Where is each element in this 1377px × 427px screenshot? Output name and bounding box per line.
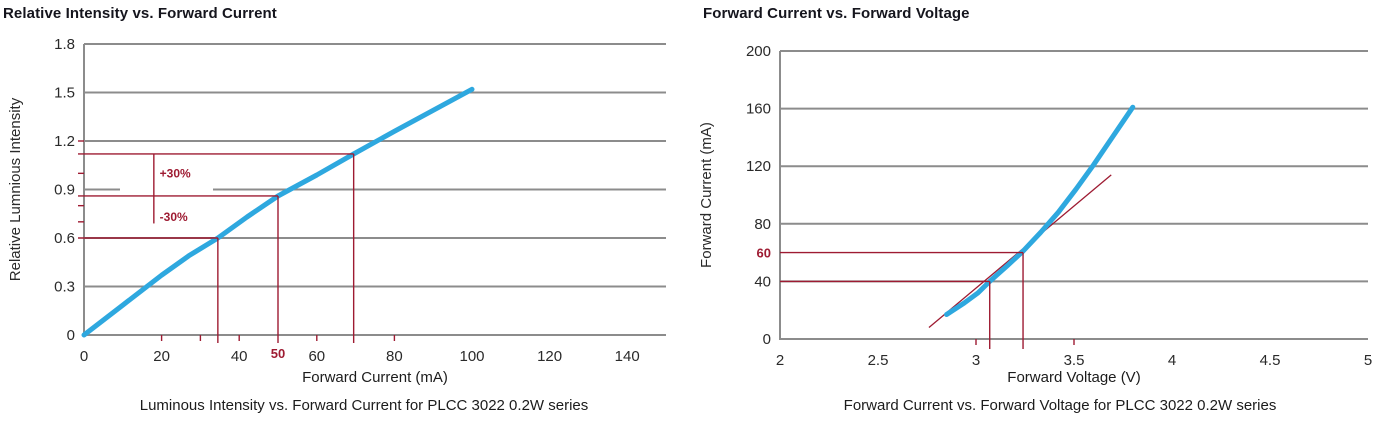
y-axis-title: Forward Current (mA) (698, 122, 715, 268)
tolerance-label-1: -30% (160, 210, 188, 224)
y-tick-label: 0.9 (54, 182, 75, 199)
x-tick-label: 40 (231, 348, 248, 365)
x-tick-label: 4 (1168, 352, 1176, 369)
y-tick-label: 1.2 (54, 133, 75, 150)
x-tick-label: 3 (972, 352, 980, 369)
chart2-title: Forward Current vs. Forward Voltage (703, 5, 970, 22)
y-tick-label: 1.5 (54, 85, 75, 102)
chart1-xaxis-title: Forward Current (mA) (302, 369, 448, 386)
y-tick-label: 160 (746, 101, 771, 118)
x-tick-label: 20 (153, 348, 170, 365)
x-tick-label: 100 (459, 348, 484, 365)
y-tick-label: 0.6 (54, 230, 75, 247)
y-tick-label: 1.8 (54, 36, 75, 53)
x-tick-label: 80 (386, 348, 403, 365)
x-tick-label: 3.5 (1064, 352, 1085, 369)
x-tick-label: 60 (308, 348, 325, 365)
y-tick-label: 80 (754, 216, 771, 233)
x-tick-label: 5 (1364, 352, 1372, 369)
red-x-value-label: 50 (271, 346, 285, 361)
y-tick-label: 0 (763, 331, 771, 348)
x-tick-label: 2.5 (868, 352, 889, 369)
y-axis-title: Relative Lumnious Intensity (7, 97, 24, 281)
tolerance-label-0: +30% (160, 166, 191, 180)
y-tick-label: 0.3 (54, 279, 75, 296)
annotation-backdrop (120, 148, 213, 230)
x-tick-label: 140 (615, 348, 640, 365)
chart1-title: Relative Intensity vs. Forward Current (3, 5, 277, 22)
red-y-value-label: 60 (757, 246, 771, 261)
x-tick-label: 120 (537, 348, 562, 365)
series-relative-luminous-intensity (81, 86, 475, 338)
y-tick-label: 40 (754, 273, 771, 290)
chart2-xaxis-title: Forward Voltage (V) (1007, 369, 1141, 386)
y-tick-label: 120 (746, 158, 771, 175)
x-tick-label: 4.5 (1260, 352, 1281, 369)
y-tick-label: 0 (67, 327, 75, 344)
x-tick-label: 2 (776, 352, 784, 369)
x-tick-label: 0 (80, 348, 88, 365)
y-tick-label: 200 (746, 43, 771, 60)
chart2-caption: Forward Current vs. Forward Voltage for … (843, 397, 1277, 414)
chart1-caption: Luminous Intensity vs. Forward Current f… (139, 397, 589, 414)
series-forward-current (944, 104, 1136, 317)
